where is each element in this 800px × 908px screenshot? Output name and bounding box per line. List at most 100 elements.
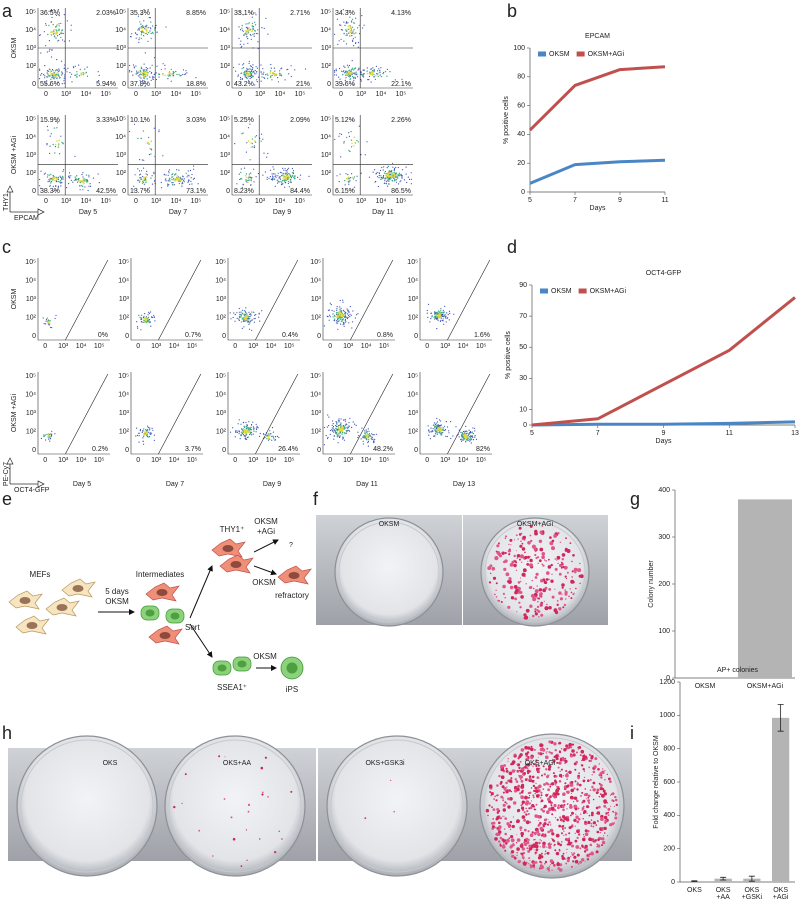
- colony: [582, 805, 585, 808]
- event-dot: [463, 435, 466, 437]
- event-dot: [328, 319, 330, 321]
- event-dot: [261, 73, 263, 75]
- event-dot: [160, 68, 163, 71]
- error-bar: [748, 875, 755, 882]
- event-dot: [347, 22, 349, 24]
- colony: [580, 795, 582, 797]
- event-dot: [341, 428, 344, 430]
- event-dot: [368, 439, 370, 441]
- event-dot: [50, 433, 52, 435]
- colony: [498, 821, 501, 825]
- event-dot: [401, 78, 403, 80]
- event-dot: [60, 31, 62, 33]
- event-dot: [242, 317, 244, 320]
- event-dot: [254, 317, 256, 320]
- colony: [610, 805, 612, 807]
- event-dot: [247, 38, 249, 40]
- colony: [598, 796, 601, 798]
- colony: [545, 793, 548, 797]
- event-dot: [363, 73, 365, 75]
- event-dot: [386, 185, 389, 187]
- colony: [600, 776, 603, 779]
- colony: [579, 860, 582, 864]
- event-dot: [238, 432, 240, 435]
- colony: [543, 818, 547, 822]
- event-dot: [57, 74, 60, 77]
- event-dot: [334, 430, 336, 432]
- colony: [573, 801, 575, 803]
- event-dot: [436, 425, 438, 428]
- colony: [599, 814, 601, 816]
- y-tick-label: 10³: [408, 410, 419, 417]
- event-dot: [391, 172, 393, 174]
- event-dot: [329, 429, 332, 432]
- colony: [581, 764, 584, 767]
- event-dot: [357, 431, 359, 433]
- y-tick-label: 30: [519, 375, 527, 382]
- event-dot: [374, 181, 376, 183]
- event-dot: [145, 173, 147, 175]
- colony: [557, 789, 559, 791]
- event-dot: [136, 434, 139, 436]
- colony: [523, 841, 526, 844]
- colony: [568, 832, 571, 835]
- event-dot: [349, 25, 351, 27]
- x-tick-label: 10⁵: [94, 343, 105, 350]
- event-dot: [288, 186, 290, 188]
- event-dot: [344, 424, 346, 426]
- event-dot: [351, 18, 354, 21]
- colony: [539, 826, 544, 831]
- event-dot: [153, 127, 155, 129]
- event-dot: [398, 172, 400, 174]
- event-dot: [357, 141, 360, 143]
- quadrant-pct: 4.13%: [391, 10, 411, 17]
- event-dot: [236, 431, 238, 433]
- gate-pct: 48.2%: [373, 446, 393, 453]
- colony: [532, 864, 535, 868]
- colony: [561, 841, 563, 843]
- event-dot: [58, 15, 60, 17]
- panel-label: b: [507, 1, 517, 21]
- colony: [535, 759, 538, 762]
- colony: [567, 771, 569, 773]
- colony: [582, 818, 584, 820]
- event-dot: [247, 140, 250, 142]
- event-dot: [342, 319, 344, 321]
- y-tick-label: 10³: [26, 45, 37, 52]
- colony: [518, 558, 521, 561]
- colony: [534, 531, 538, 536]
- colony: [564, 858, 567, 860]
- colony: [570, 856, 572, 858]
- y-tick-label: 10⁵: [215, 373, 226, 380]
- event-dot: [56, 30, 58, 32]
- event-dot: [142, 130, 145, 132]
- event-dot: [272, 176, 274, 178]
- event-dot: [241, 24, 243, 27]
- event-dot: [348, 425, 350, 427]
- event-dot: [193, 165, 195, 167]
- event-dot: [363, 435, 365, 437]
- event-dot: [164, 68, 166, 70]
- event-dot: [173, 74, 175, 76]
- quadrant-pct: 8.85%: [186, 10, 206, 17]
- colony: [507, 605, 511, 609]
- event-dot: [147, 314, 149, 316]
- colony: [517, 538, 519, 540]
- event-dot: [261, 27, 263, 29]
- colony: [604, 769, 606, 772]
- event-dot: [257, 426, 259, 428]
- colony: [500, 601, 503, 603]
- colony: [581, 858, 585, 862]
- colony: [516, 770, 519, 772]
- colony: [492, 576, 497, 580]
- event-dot: [240, 311, 242, 313]
- event-dot: [334, 318, 336, 320]
- colony: [530, 539, 533, 543]
- event-dot: [66, 20, 68, 22]
- colony: [529, 604, 533, 608]
- event-dot: [337, 442, 339, 444]
- event-dot: [49, 75, 51, 77]
- y-tick-label: 10³: [119, 296, 130, 303]
- colony: [557, 804, 560, 807]
- event-dot: [153, 180, 156, 182]
